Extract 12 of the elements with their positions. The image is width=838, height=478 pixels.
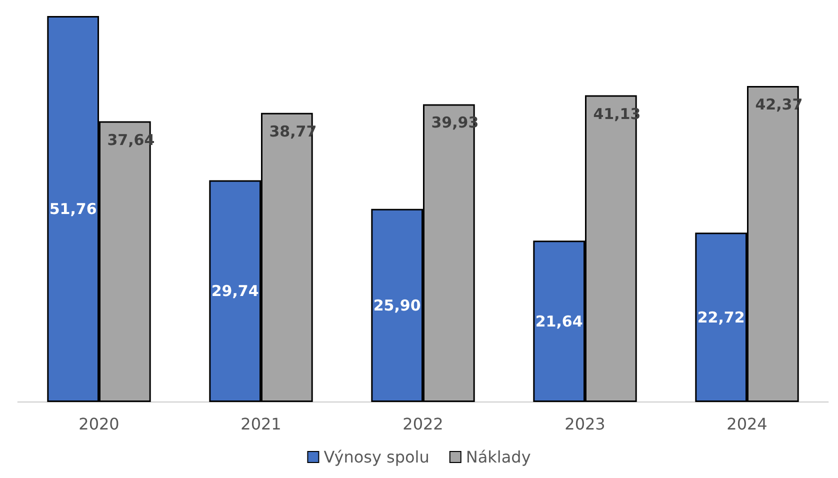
x-tick-label: 2024 [726, 414, 768, 434]
data-label: 51,76 [49, 200, 97, 218]
x-tick-label: 2020 [78, 414, 120, 434]
legend-label: Náklady [466, 448, 531, 466]
data-label: 22,72 [697, 308, 745, 326]
x-tick-label: 2022 [402, 414, 444, 434]
legend-label: Výnosy spolu [324, 448, 430, 466]
data-label: 29,74 [211, 282, 259, 300]
data-label: 25,90 [373, 296, 421, 314]
data-label: 21,64 [535, 312, 583, 330]
x-tick-label: 2023 [564, 414, 606, 434]
x-tick-label: 2021 [240, 414, 282, 434]
